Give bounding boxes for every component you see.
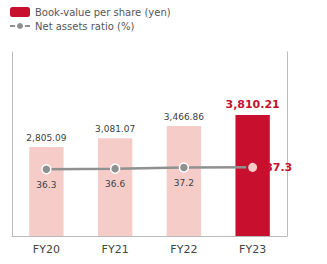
svg-text:36.3: 36.3 [36, 180, 56, 190]
svg-text:Net assets ratio (%): Net assets ratio (%) [35, 21, 134, 32]
svg-text:36.6: 36.6 [105, 179, 125, 189]
svg-text:2,805.09: 2,805.09 [26, 133, 66, 143]
svg-text:37.3: 37.3 [265, 161, 292, 174]
svg-text:3,810.21: 3,810.21 [225, 98, 279, 111]
svg-text:3,466.86: 3,466.86 [164, 112, 204, 122]
svg-text:Book-value per share (yen): Book-value per share (yen) [35, 7, 171, 18]
svg-text:FY20: FY20 [33, 243, 60, 256]
svg-text:FY22: FY22 [170, 243, 197, 256]
svg-text:FY21: FY21 [102, 243, 129, 256]
svg-text:3,081.07: 3,081.07 [95, 124, 135, 134]
svg-text:37.2: 37.2 [174, 178, 194, 188]
svg-text:FY23: FY23 [239, 243, 266, 256]
